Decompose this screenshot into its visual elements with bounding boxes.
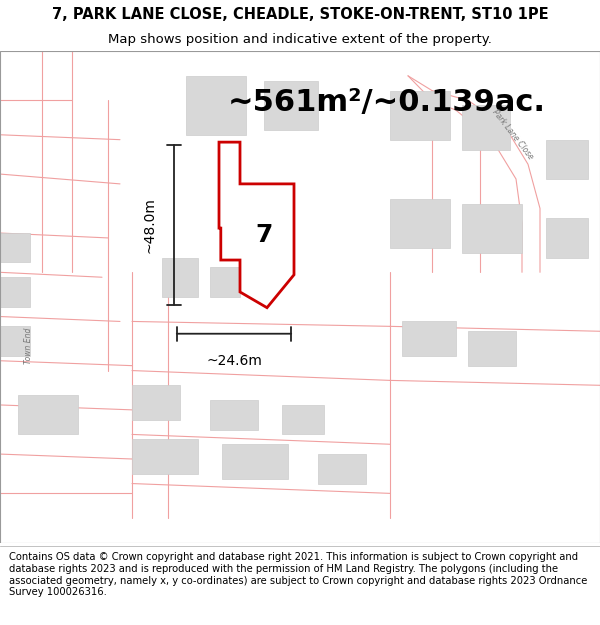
Text: Contains OS data © Crown copyright and database right 2021. This information is : Contains OS data © Crown copyright and d… xyxy=(9,552,587,598)
Polygon shape xyxy=(219,142,294,308)
Bar xyxy=(402,321,456,356)
Bar xyxy=(282,405,324,434)
Bar xyxy=(468,331,516,366)
Bar xyxy=(462,105,510,149)
Bar xyxy=(222,444,288,479)
Bar xyxy=(546,139,588,179)
Bar xyxy=(132,439,198,474)
Bar xyxy=(210,268,240,297)
Text: ~24.6m: ~24.6m xyxy=(206,354,262,367)
Bar xyxy=(390,91,450,139)
Bar xyxy=(0,233,30,262)
Text: Town End: Town End xyxy=(24,328,34,364)
Text: ~561m²/~0.139ac.: ~561m²/~0.139ac. xyxy=(228,88,546,118)
Bar xyxy=(318,454,366,484)
Text: Park Lane Close: Park Lane Close xyxy=(491,108,535,161)
Bar xyxy=(546,218,588,258)
Bar xyxy=(162,258,198,297)
Bar xyxy=(264,81,318,130)
Text: Map shows position and indicative extent of the property.: Map shows position and indicative extent… xyxy=(108,34,492,46)
Bar xyxy=(0,326,30,356)
Bar xyxy=(210,400,258,429)
Bar xyxy=(18,395,78,434)
Text: ~48.0m: ~48.0m xyxy=(143,197,157,253)
Bar xyxy=(132,385,180,420)
Text: 7, PARK LANE CLOSE, CHEADLE, STOKE-ON-TRENT, ST10 1PE: 7, PARK LANE CLOSE, CHEADLE, STOKE-ON-TR… xyxy=(52,7,548,22)
Bar xyxy=(0,278,30,307)
Bar xyxy=(390,199,450,248)
Bar xyxy=(462,204,522,252)
Text: 7: 7 xyxy=(256,224,272,248)
Bar xyxy=(186,76,246,135)
